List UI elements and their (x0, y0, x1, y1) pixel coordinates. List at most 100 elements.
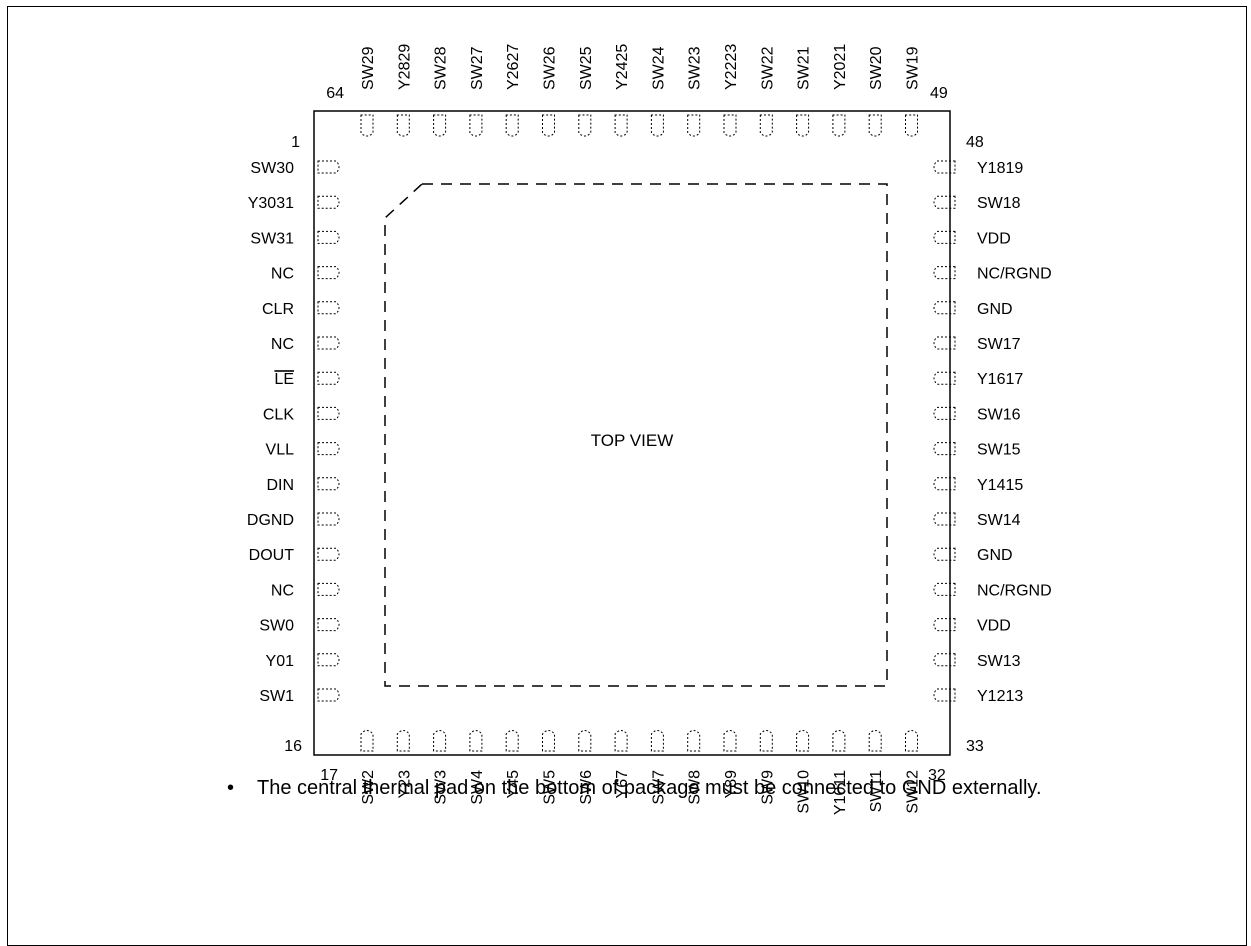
pin-pad-bottom (614, 730, 628, 752)
pin-label-bottom: Y89 (723, 770, 740, 799)
pin-label-bottom: SW2 (360, 770, 377, 805)
pin-pad-right (933, 512, 956, 526)
pin-label-bottom: Y45 (505, 770, 522, 799)
pin-pad-right (933, 230, 956, 244)
pin-label-top: SW23 (687, 46, 704, 90)
pin-pad-top (759, 114, 773, 137)
pin-pad-left (317, 195, 340, 209)
pin-label-left: DOUT (249, 547, 295, 564)
pin-pad-bottom (505, 730, 519, 752)
pin-pad-bottom (396, 730, 410, 752)
pin-label-right: Y1617 (977, 371, 1023, 388)
pin-pad-right (933, 547, 956, 561)
pin-label-right: VDD (977, 618, 1011, 635)
pin-pad-top (505, 114, 519, 137)
pin-pad-right (933, 195, 956, 209)
pin-label-left: Y01 (266, 653, 295, 670)
pin-pad-left (317, 442, 340, 456)
pin-label-right: NC/RGND (977, 266, 1052, 283)
pin-pad-bottom (360, 730, 374, 752)
pin-pad-top (723, 114, 737, 137)
pin-label-top: SW27 (469, 46, 486, 90)
pin-label-left: SW0 (259, 618, 294, 635)
pin-pad-right (933, 582, 956, 596)
pin-label-top: SW29 (360, 46, 377, 90)
pin-pad-right (933, 688, 956, 702)
pin-label-right: SW15 (977, 442, 1021, 459)
pin-pad-bottom (578, 730, 592, 752)
pin-pad-left (317, 336, 340, 350)
pin-label-left: LE (274, 371, 294, 388)
pin-pad-top (687, 114, 701, 137)
pin-label-top: Y2223 (723, 44, 740, 90)
pin-label-top: SW20 (868, 46, 885, 90)
pin-pad-bottom (433, 730, 447, 752)
pin-label-bottom: SW5 (542, 770, 559, 805)
pin-number-49: 49 (930, 85, 948, 102)
pin-label-bottom: SW7 (650, 770, 667, 805)
pin-pad-top (578, 114, 592, 137)
pin-pad-top (433, 114, 447, 137)
pin-pad-left (317, 160, 340, 174)
pin-label-bottom: SW9 (759, 770, 776, 805)
pin-pad-left (317, 512, 340, 526)
pin-label-left: CLR (262, 301, 294, 318)
pin-pad-top (396, 114, 410, 137)
pin-label-bottom: SW6 (578, 770, 595, 805)
pin-pad-bottom (650, 730, 664, 752)
figure-frame (7, 6, 1247, 946)
pin-pad-right (933, 336, 956, 350)
pin-pad-bottom (905, 730, 918, 752)
pin-number-16: 16 (284, 738, 302, 755)
pin-pad-top (469, 114, 483, 137)
pin-pad-bottom (469, 730, 483, 752)
pin-label-top: Y2425 (614, 44, 631, 90)
pin-pad-top (796, 114, 810, 137)
pin-label-left: NC (271, 266, 294, 283)
package-outline (313, 110, 951, 756)
pin-pad-left (317, 547, 340, 561)
pin-label-right: SW17 (977, 336, 1021, 353)
pin-label-right: SW18 (977, 195, 1021, 212)
pin-label-right: Y1415 (977, 477, 1023, 494)
pin-pad-left (317, 688, 340, 702)
note-text: The central thermal pad on the bottom of… (257, 777, 1042, 799)
pin-pad-top (360, 114, 374, 137)
pin-label-right: SW14 (977, 512, 1021, 529)
pin-pad-top (650, 114, 664, 137)
pin-pad-left (317, 653, 340, 667)
pin-pad-right (933, 618, 956, 632)
pin-label-top: Y2021 (832, 44, 849, 90)
pin-pad-right (933, 406, 956, 420)
pin-pad-top (614, 114, 628, 137)
pin-pad-bottom (796, 730, 810, 752)
pin-label-bottom: SW8 (687, 770, 704, 805)
pin-number-1: 1 (291, 134, 300, 151)
pin-pad-left (317, 371, 340, 385)
pin-label-left: DGND (247, 512, 294, 529)
pin-label-left: SW1 (259, 688, 294, 705)
pin-label-bottom: SW12 (905, 770, 922, 814)
pin-pad-left (317, 266, 340, 280)
pin-label-left: SW30 (250, 160, 294, 177)
pin-pad-right (933, 442, 956, 456)
pin-pad-bottom (832, 730, 846, 752)
pin-label-right: SW16 (977, 406, 1021, 423)
pin-pad-bottom (759, 730, 773, 752)
pin-pad-left (317, 582, 340, 596)
pin-label-top: SW25 (578, 46, 595, 90)
pin-number-17: 17 (320, 767, 338, 784)
pin-label-right: NC/RGND (977, 582, 1052, 599)
pin-label-top: SW28 (433, 46, 450, 90)
pin-pad-left (317, 618, 340, 632)
pin-label-left: DIN (266, 477, 294, 494)
pin-label-bottom: SW3 (433, 770, 450, 805)
pin-pad-bottom (542, 730, 555, 752)
pin-pad-left (317, 477, 340, 491)
pin-pad-left (317, 301, 340, 315)
pin-pad-right (933, 371, 956, 385)
pin-pad-right (933, 301, 956, 315)
pin-label-right: GND (977, 547, 1013, 564)
pin-pad-bottom (687, 730, 701, 752)
